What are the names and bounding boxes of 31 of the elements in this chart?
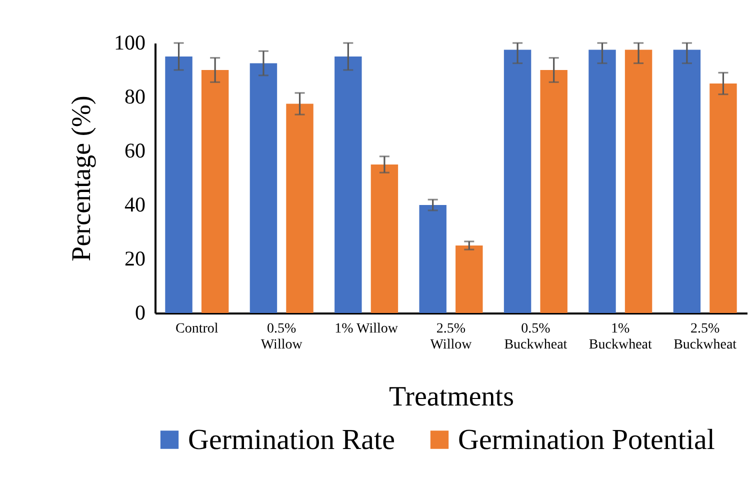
y-tick-label: 80 [124,84,146,108]
bar [456,246,483,313]
x-tick-label: 2.5% Buckwheat [674,322,737,352]
bar [419,205,446,313]
legend-label: Germination Potential [458,424,715,456]
y-tick-label: 100 [114,30,146,54]
x-tick-label: 0.5% Willow [260,322,304,352]
x-tick-label: 0.5% Buckwheat [504,322,568,352]
bar [334,56,362,313]
bar [201,70,229,313]
y-tick-label: 20 [124,246,146,270]
x-tick-label: 1% Willow [334,322,399,336]
bar [370,164,398,313]
bar [710,84,737,313]
x-tick-label: Control [176,322,218,336]
bar [165,56,192,313]
legend-label: Germination Rate [188,424,395,456]
y-tick-label: 60 [124,138,146,162]
bar [250,63,278,313]
bar [624,50,652,313]
x-axis-title: Treatments [389,382,514,412]
bar [540,70,568,313]
x-tick-label: 1% Buckwheat [588,322,652,352]
y-axis-title: Percentage (%) [66,96,96,262]
bar [673,50,701,313]
bar [504,50,532,313]
y-tick-label: 40 [124,192,146,216]
x-tick-label: 2.5% Willow [430,322,473,352]
y-tick-label: 0 [135,300,146,324]
bar [588,50,616,313]
bar [286,104,314,313]
